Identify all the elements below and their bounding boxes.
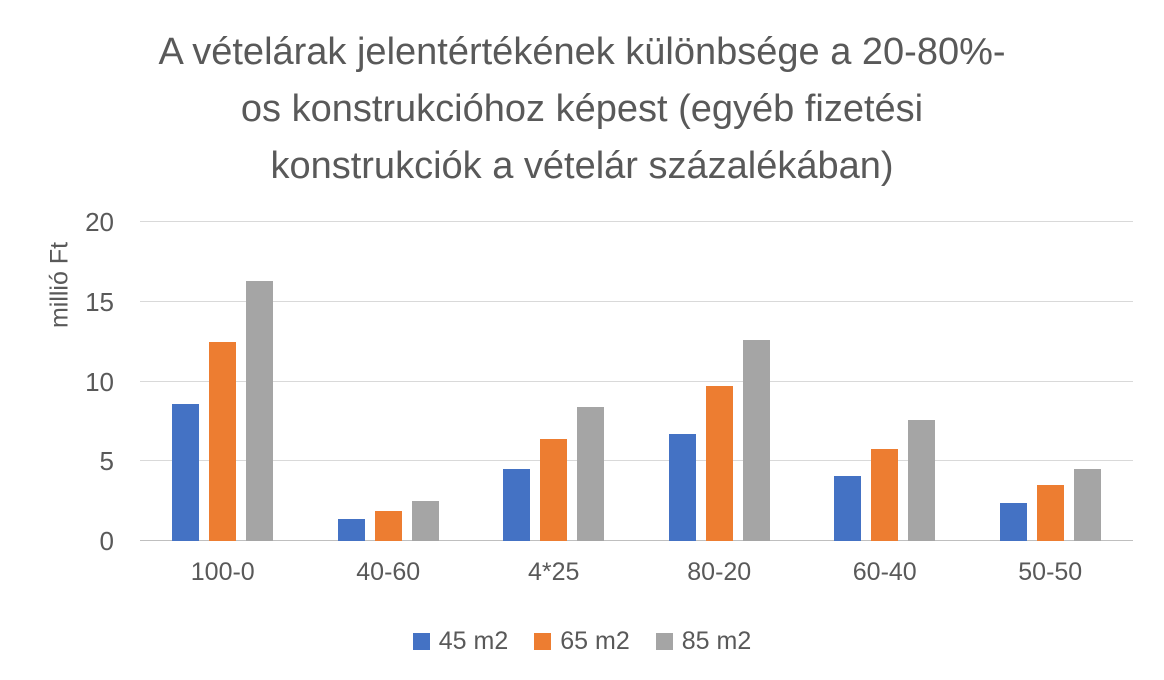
gridline: [140, 380, 1133, 382]
bar-65-m2: [209, 341, 237, 541]
x-category-label: 40-60: [356, 558, 421, 586]
legend-label: 65 m2: [560, 627, 630, 655]
x-axis-line: [140, 540, 1133, 541]
x-category-label: 80-20: [687, 558, 752, 586]
bar-85-m2: [246, 281, 274, 541]
bar-group-60-40: [802, 222, 968, 541]
bar-group-4*25: [471, 222, 637, 541]
bar-45-m2: [668, 434, 696, 541]
bar-group-40-60: [306, 222, 472, 541]
bar-65-m2: [374, 510, 402, 541]
legend-swatch: [412, 633, 430, 650]
legend-label: 45 m2: [438, 627, 509, 655]
legend-item-45-m2: 45 m2: [412, 627, 509, 656]
y-tick-label: 15: [85, 286, 114, 317]
bar-45-m2: [999, 502, 1027, 541]
chart-title: A vételárak jelentértékének különbsége a…: [0, 24, 1164, 195]
y-tick-label: 20: [85, 207, 114, 237]
y-tick-label: 5: [99, 446, 114, 477]
legend-item-65-m2: 65 m2: [534, 627, 630, 656]
legend-swatch: [534, 633, 552, 650]
y-tick-label: 0: [99, 526, 114, 556]
chart-title-line-1: A vételárak jelentértékének különbsége a…: [158, 31, 1006, 73]
bar-45-m2: [834, 475, 862, 541]
bar-45-m2: [503, 469, 531, 541]
bar-85-m2: [742, 340, 770, 541]
legend-item-85-m2: 85 m2: [655, 627, 752, 656]
bar-65-m2: [871, 448, 899, 541]
bar-65-m2: [540, 438, 568, 541]
bar-65-m2: [1036, 485, 1064, 541]
plot-area: [140, 221, 1134, 541]
bar-45-m2: [337, 518, 365, 541]
gridline: [140, 300, 1133, 302]
x-category-label: 50-50: [1018, 558, 1083, 586]
bar-85-m2: [411, 501, 439, 541]
x-category-label: 60-40: [852, 558, 917, 586]
legend: 45 m2 65 m2 85 m2: [0, 627, 1164, 656]
bar-group-80-20: [637, 222, 803, 541]
x-category-label: 100-0: [190, 558, 255, 586]
legend-swatch: [655, 633, 673, 650]
chart-title-line-2: os konstrukcióhoz képest (egyéb fizetési: [240, 88, 924, 130]
bar-group-50-50: [968, 222, 1134, 541]
gridline: [140, 221, 1133, 222]
bar-65-m2: [705, 386, 733, 541]
x-category-label: 4*25: [528, 558, 580, 586]
y-tick-label: 10: [85, 366, 114, 397]
bar-group-100-0: [140, 222, 306, 541]
bar-85-m2: [1073, 469, 1101, 541]
gridline: [140, 460, 1133, 462]
legend-label: 85 m2: [681, 627, 752, 655]
bar-45-m2: [172, 403, 200, 541]
bar-85-m2: [577, 407, 605, 541]
bar-85-m2: [908, 419, 936, 541]
chart-title-line-3: konstrukciók a vételár százalékában): [270, 145, 894, 187]
